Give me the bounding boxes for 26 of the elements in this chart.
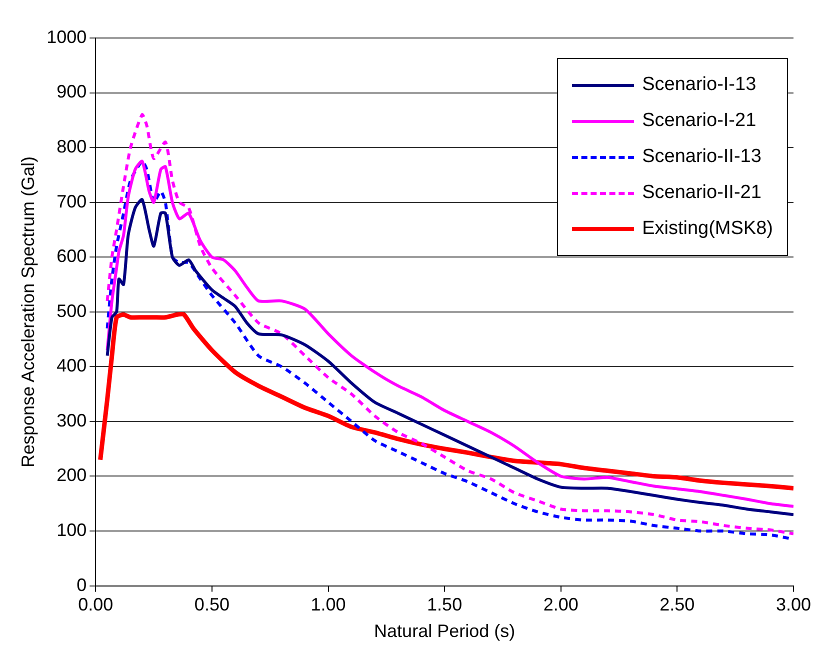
line-series <box>98 312 794 491</box>
x-tick-label: 1.00 <box>310 594 346 615</box>
y-tick-label: 0 <box>76 574 87 595</box>
x-tick-label: 2.50 <box>660 594 695 615</box>
y-tick-label: 200 <box>56 465 87 486</box>
legend-label: Scenario-I-13 <box>642 74 756 96</box>
y-axis-title: Response Acceleration Spectrum (Gal) <box>18 156 38 468</box>
y-tick-label: 600 <box>56 246 87 266</box>
y-tick-label: 900 <box>56 82 87 102</box>
legend-label: Existing(MSK8) <box>642 218 773 240</box>
x-tick-label: 0.00 <box>78 594 114 615</box>
legend-label: Scenario-II-21 <box>642 182 762 204</box>
legend-label: Scenario-I-21 <box>642 110 756 132</box>
y-tick-label: 300 <box>56 410 87 430</box>
x-tick-label: 1.50 <box>427 594 462 615</box>
y-tick-label: 800 <box>56 136 87 157</box>
x-tick-label: 3.00 <box>776 594 812 615</box>
x-tick-label: 2.00 <box>543 594 578 615</box>
y-tick-label: 700 <box>56 191 87 212</box>
x-axis-title: Natural Period (s) <box>374 621 516 642</box>
y-tick-label: 500 <box>56 300 87 321</box>
y-tick-label: 100 <box>56 520 87 540</box>
x-tick-label: 0.50 <box>194 594 230 615</box>
y-tick-label: 400 <box>56 356 87 376</box>
legend-label: Scenario-II-13 <box>642 146 762 168</box>
y-tick-label: 1000 <box>46 26 87 47</box>
